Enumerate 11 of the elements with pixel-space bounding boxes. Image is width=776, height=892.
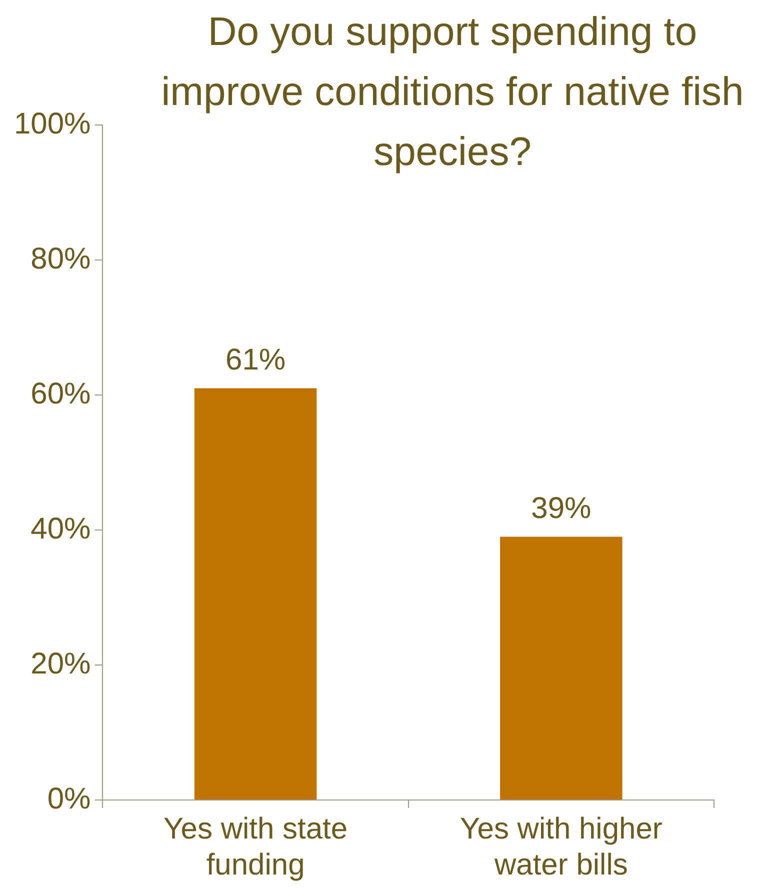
y-tick-label: 40% xyxy=(30,512,91,546)
y-tick-label: 0% xyxy=(47,782,91,816)
x-tick-label: Yes with higher water bills xyxy=(460,812,662,882)
y-tick-label: 100% xyxy=(14,107,91,140)
x-tick-label: Yes with state funding xyxy=(164,812,348,882)
y-tick-label: 80% xyxy=(30,242,91,276)
y-tick-label: 20% xyxy=(30,647,91,680)
y-tick-label: 60% xyxy=(30,377,91,410)
chart-title: Do you support spending to improve conditions for native fish species? xyxy=(160,9,745,176)
data-label: 39% xyxy=(531,492,592,526)
data-label: 61% xyxy=(226,344,286,377)
